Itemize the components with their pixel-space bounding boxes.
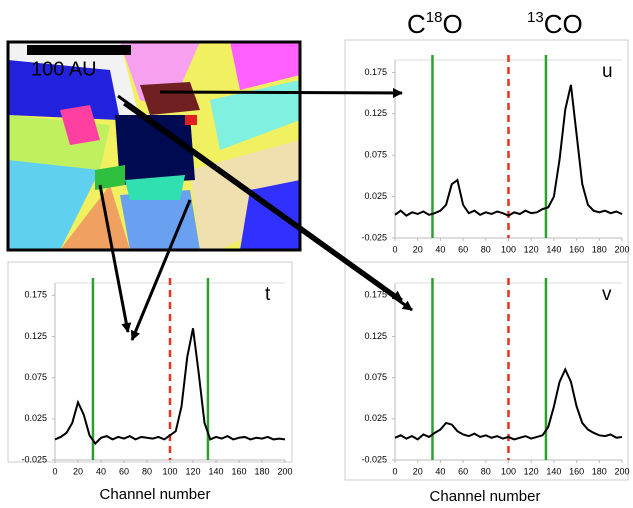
y-tick-label: 0.025 [24, 413, 47, 423]
x-tick-label: 120 [524, 466, 539, 476]
x-tick-label: 100 [501, 244, 516, 254]
x-tick-label: 80 [481, 244, 491, 254]
line-label: 13CO [527, 9, 583, 39]
x-tick-label: 20 [413, 244, 423, 254]
y-tick-label: 0.175 [364, 67, 387, 77]
x-tick-label: 20 [73, 466, 83, 476]
panel-label: t [265, 284, 271, 305]
x-tick-label: 100 [501, 466, 516, 476]
x-tick-label: 160 [231, 466, 246, 476]
x-tick-label: 40 [435, 466, 445, 476]
x-tick-label: 80 [481, 466, 491, 476]
y-tick-label: 0.125 [364, 108, 387, 118]
x-axis-label: Channel number [100, 486, 211, 503]
x-tick-label: 160 [569, 244, 584, 254]
x-tick-label: 80 [142, 466, 152, 476]
x-tick-label: 120 [185, 466, 200, 476]
line-label: C18O [407, 9, 463, 39]
x-tick-label: 60 [458, 244, 468, 254]
x-tick-label: 180 [254, 466, 269, 476]
x-tick-label: 200 [277, 466, 292, 476]
x-tick-label: 0 [392, 244, 397, 254]
y-tick-label: 0.025 [364, 413, 387, 423]
x-tick-label: 0 [52, 466, 57, 476]
x-tick-label: 40 [96, 466, 106, 476]
y-tick-label: -0.025 [21, 454, 47, 464]
x-tick-label: 200 [614, 244, 629, 254]
scale-label: 100 AU [31, 58, 97, 80]
y-tick-label: -0.025 [361, 232, 387, 242]
y-tick-label: 0.075 [24, 372, 47, 382]
x-tick-label: 140 [208, 466, 223, 476]
x-tick-label: 100 [162, 466, 177, 476]
x-tick-label: 160 [569, 466, 584, 476]
panel-label: u [602, 61, 613, 82]
x-tick-label: 140 [546, 244, 561, 254]
x-tick-label: 0 [392, 466, 397, 476]
y-tick-label: 0.075 [364, 150, 387, 160]
y-tick-label: 0.125 [24, 331, 47, 341]
panel-label: v [602, 284, 612, 305]
x-tick-label: 20 [413, 466, 423, 476]
x-tick-label: 120 [524, 244, 539, 254]
panel-frame [345, 262, 628, 480]
y-tick-label: 0.125 [364, 331, 387, 341]
y-tick-label: 0.075 [364, 372, 387, 382]
x-tick-label: 180 [592, 466, 607, 476]
scale-bar [27, 45, 131, 55]
x-tick-label: 200 [614, 466, 629, 476]
y-tick-label: 0.025 [364, 191, 387, 201]
panel-frame [8, 262, 292, 462]
x-tick-label: 180 [592, 244, 607, 254]
figure: 100 AU C18O 13CO Channel number Channel … [0, 0, 633, 508]
panel-frame [345, 40, 628, 262]
x-tick-label: 40 [435, 244, 445, 254]
y-tick-label: 0.175 [24, 290, 47, 300]
x-tick-label: 140 [546, 466, 561, 476]
x-axis-label: Channel number [430, 488, 541, 505]
x-tick-label: 60 [458, 466, 468, 476]
y-tick-label: -0.025 [361, 454, 387, 464]
x-tick-label: 60 [119, 466, 129, 476]
